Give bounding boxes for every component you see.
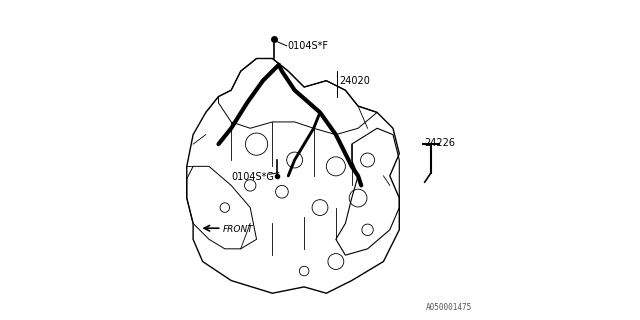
Text: 0104S*F: 0104S*F [287, 41, 328, 52]
Text: 0104S*G: 0104S*G [231, 172, 274, 182]
Text: FRONT: FRONT [223, 225, 254, 234]
Text: A050001475: A050001475 [426, 303, 472, 312]
Text: 24020: 24020 [339, 76, 370, 86]
Text: 24226: 24226 [424, 138, 455, 148]
